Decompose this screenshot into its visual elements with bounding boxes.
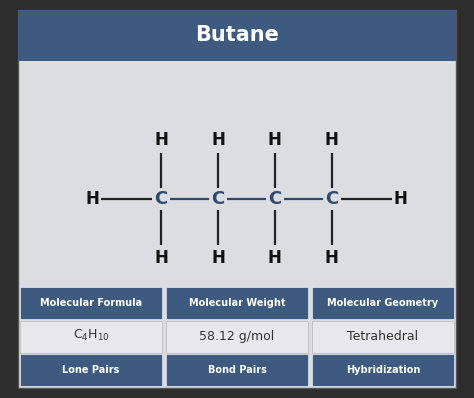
Text: C: C (155, 190, 168, 208)
Text: C$_4$H$_{10}$: C$_4$H$_{10}$ (73, 328, 109, 343)
FancyBboxPatch shape (19, 354, 162, 386)
FancyBboxPatch shape (18, 10, 456, 388)
Text: H: H (393, 190, 408, 208)
Text: Lone Pairs: Lone Pairs (62, 365, 120, 375)
FancyBboxPatch shape (311, 354, 454, 386)
FancyBboxPatch shape (165, 321, 308, 353)
Text: H: H (325, 249, 339, 267)
FancyBboxPatch shape (165, 287, 308, 319)
FancyBboxPatch shape (311, 321, 454, 353)
Text: H: H (211, 131, 225, 149)
Text: H: H (268, 131, 282, 149)
Text: H: H (211, 249, 225, 267)
FancyBboxPatch shape (165, 354, 308, 386)
FancyBboxPatch shape (19, 287, 162, 319)
Text: H: H (154, 249, 168, 267)
Text: C: C (211, 190, 225, 208)
Text: Molecular Weight: Molecular Weight (189, 298, 285, 308)
FancyBboxPatch shape (311, 287, 454, 319)
Text: C: C (268, 190, 282, 208)
Text: C: C (325, 190, 338, 208)
Text: Bond Pairs: Bond Pairs (208, 365, 266, 375)
Text: Hybridization: Hybridization (346, 365, 420, 375)
Text: H: H (268, 249, 282, 267)
Text: 58.12 g/mol: 58.12 g/mol (200, 330, 274, 343)
Text: Molecular Formula: Molecular Formula (40, 298, 142, 308)
Text: H: H (154, 131, 168, 149)
Text: Butane: Butane (195, 25, 279, 45)
Text: H: H (85, 190, 100, 208)
Text: Molecular Geometry: Molecular Geometry (328, 298, 438, 308)
Text: H: H (325, 131, 339, 149)
FancyBboxPatch shape (18, 10, 456, 61)
FancyBboxPatch shape (19, 321, 162, 353)
Text: Tetrahedral: Tetrahedral (347, 330, 419, 343)
